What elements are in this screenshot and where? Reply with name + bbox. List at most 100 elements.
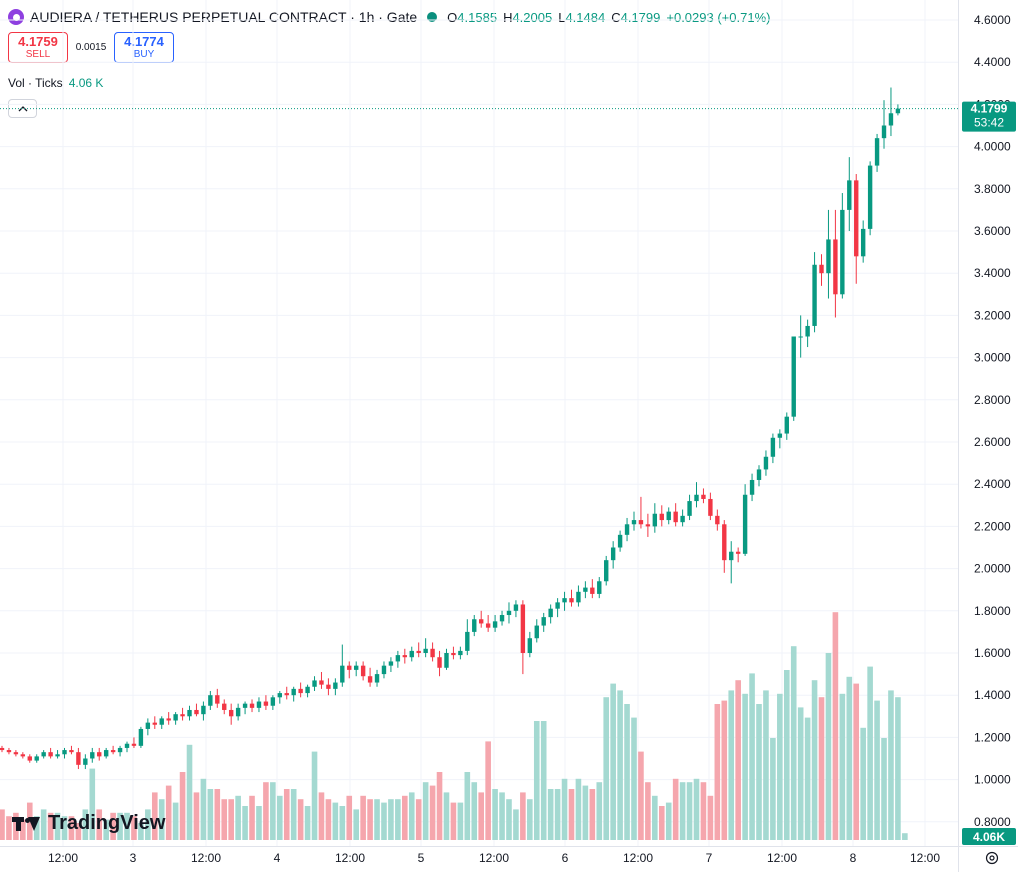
symbol-title[interactable]: AUDIERA / TETHERUS PERPETUAL CONTRACT · … — [30, 9, 418, 25]
volume-bar — [582, 785, 589, 840]
candle-body — [520, 604, 526, 653]
candle-body — [708, 498, 713, 516]
buy-button[interactable]: 4.1774 BUY — [114, 32, 174, 63]
gear-icon[interactable] — [985, 851, 999, 865]
sell-label: SELL — [25, 48, 51, 60]
last-price-tag: 4.1799 53:42 — [962, 101, 1016, 132]
candle-body — [6, 750, 12, 753]
candle-body — [319, 680, 324, 685]
volume-bar — [360, 795, 366, 840]
candle-body — [791, 336, 796, 417]
candle-body — [784, 416, 789, 434]
candle-body — [631, 520, 637, 525]
volume-bar — [658, 806, 665, 840]
candle-body — [291, 688, 296, 696]
volume-bar — [888, 690, 894, 840]
volume-bar — [6, 816, 12, 840]
candle-body — [735, 551, 741, 554]
volume-bar — [527, 799, 533, 840]
candle-body — [41, 752, 46, 757]
candle-body — [749, 479, 755, 495]
candle-body — [208, 695, 213, 706]
candle-body — [409, 650, 414, 658]
volume-bar — [346, 795, 353, 840]
candle-body — [20, 754, 26, 757]
candle-body — [256, 701, 262, 708]
candle-body — [465, 631, 470, 651]
time-tick-label: 12:00 — [191, 851, 221, 865]
volume-bar — [381, 802, 387, 840]
candle-body — [242, 703, 248, 708]
volume-bar — [679, 782, 686, 840]
time-tick-label: 3 — [130, 851, 137, 865]
candle-body — [576, 591, 581, 603]
collapse-legend-button[interactable] — [8, 99, 37, 118]
price-axis[interactable]: 4.6000 4.4000 4.2000 4.0000 3.8000 3.6000 3.40… — [974, 13, 1011, 829]
candle-body — [770, 437, 776, 457]
volume-bar — [700, 782, 707, 840]
change-value: +0.0293 (+0.71%) — [666, 9, 771, 25]
candle-body — [860, 228, 866, 257]
volume-bar — [846, 676, 853, 840]
candle-body — [826, 239, 831, 274]
time-tick-label: 5 — [418, 851, 425, 865]
volume-bar — [617, 690, 623, 840]
open-label: O — [447, 9, 458, 25]
time-tick-label: 12:00 — [623, 851, 653, 865]
price-tick-label: 1.8000 — [974, 604, 1011, 618]
volume-bar — [402, 795, 408, 840]
candle-body — [854, 180, 859, 257]
volume-bar — [235, 795, 241, 840]
candle-body — [430, 648, 435, 658]
price-tick-label: 3.4000 — [974, 266, 1011, 280]
candle-body — [833, 239, 838, 295]
volume-bar — [631, 717, 637, 840]
candle-body — [847, 180, 852, 210]
sell-button[interactable]: 4.1759 SELL — [8, 32, 68, 63]
candle-body — [353, 665, 359, 670]
candle-body — [451, 653, 456, 656]
volume-bar — [353, 809, 359, 840]
time-axis[interactable]: 12:00 3 12:00 4 12:00 5 12:00 6 12:00 7 12:00 8 12:0… — [48, 851, 940, 865]
candle-body — [867, 165, 873, 229]
volume-bar — [707, 795, 714, 840]
volume-bar — [832, 612, 839, 840]
candle-body — [69, 750, 74, 753]
volume-bar — [568, 789, 575, 840]
volume-bar — [179, 772, 186, 840]
candle-body — [437, 657, 442, 668]
symbol-header: AUDIERA / TETHERUS PERPETUAL CONTRACT · … — [8, 6, 770, 28]
volume-bar — [0, 809, 5, 840]
candle-body — [777, 433, 783, 438]
volume-bar — [672, 778, 679, 840]
candle-body — [381, 665, 387, 675]
candle-body — [347, 665, 352, 670]
candle-body — [881, 125, 887, 139]
volume-bar — [374, 799, 380, 840]
tradingview-watermark: TradingView — [12, 812, 165, 835]
candle-body — [103, 750, 109, 757]
time-tick-label: 7 — [706, 851, 713, 865]
close-label: C — [611, 9, 621, 25]
volume-bar — [693, 778, 700, 840]
candle-body — [284, 693, 289, 696]
last-price-tag-price: 4.1799 — [971, 102, 1008, 116]
volume-tag-text: 4.06K — [973, 830, 1005, 844]
candle-body — [180, 714, 185, 717]
candle-body — [729, 551, 734, 561]
volume-bars — [0, 612, 908, 840]
volume-bar — [540, 721, 547, 840]
candle-body — [201, 705, 206, 715]
candle-body — [590, 587, 595, 594]
volume-bar — [770, 738, 776, 840]
volume-bar — [596, 782, 603, 840]
volume-legend[interactable]: Vol · Ticks 4.06 K — [8, 76, 103, 90]
candle-body — [159, 718, 164, 725]
volume-bar — [318, 792, 325, 840]
volume-bar — [388, 799, 394, 840]
candle-body — [763, 456, 769, 470]
candle-body — [583, 587, 588, 592]
volume-bar — [485, 741, 491, 840]
candle-body — [617, 534, 623, 548]
